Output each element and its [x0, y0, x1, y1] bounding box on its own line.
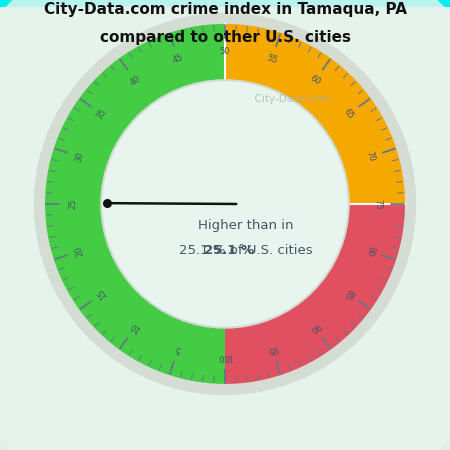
Text: 25: 25	[68, 198, 77, 209]
Text: 55: 55	[266, 53, 279, 65]
Text: 30: 30	[74, 150, 86, 163]
Text: 75: 75	[373, 198, 382, 209]
Text: 25.1 % of U.S. cities: 25.1 % of U.S. cities	[179, 244, 313, 257]
Text: Higher than in: Higher than in	[198, 219, 294, 231]
Text: 65: 65	[342, 107, 355, 121]
Text: 35: 35	[95, 107, 108, 121]
Text: compared to other U.S. cities: compared to other U.S. cities	[99, 31, 351, 45]
Text: 20: 20	[74, 245, 86, 257]
Text: City-Data.com: City-Data.com	[248, 94, 329, 104]
Text: City-Data.com crime index in Tamaqua, PA: City-Data.com crime index in Tamaqua, PA	[44, 2, 406, 18]
Text: 50: 50	[220, 47, 230, 56]
Text: 90: 90	[308, 320, 322, 334]
Text: 10: 10	[128, 320, 142, 334]
Circle shape	[34, 13, 416, 395]
Text: 60: 60	[308, 74, 322, 87]
Text: 85: 85	[342, 287, 355, 301]
Circle shape	[101, 80, 349, 328]
Wedge shape	[45, 24, 225, 384]
Text: 80: 80	[364, 245, 376, 257]
Text: 100: 100	[217, 352, 233, 361]
Text: 25.1 %: 25.1 %	[204, 244, 254, 257]
FancyBboxPatch shape	[0, 7, 450, 450]
Text: 70: 70	[364, 150, 376, 163]
Text: 5: 5	[174, 344, 182, 354]
Wedge shape	[225, 24, 405, 204]
Text: 15: 15	[95, 287, 108, 301]
Wedge shape	[225, 204, 405, 384]
Text: 95: 95	[266, 343, 279, 355]
Text: 45: 45	[171, 53, 184, 65]
Text: 40: 40	[128, 74, 142, 87]
Circle shape	[104, 83, 346, 325]
